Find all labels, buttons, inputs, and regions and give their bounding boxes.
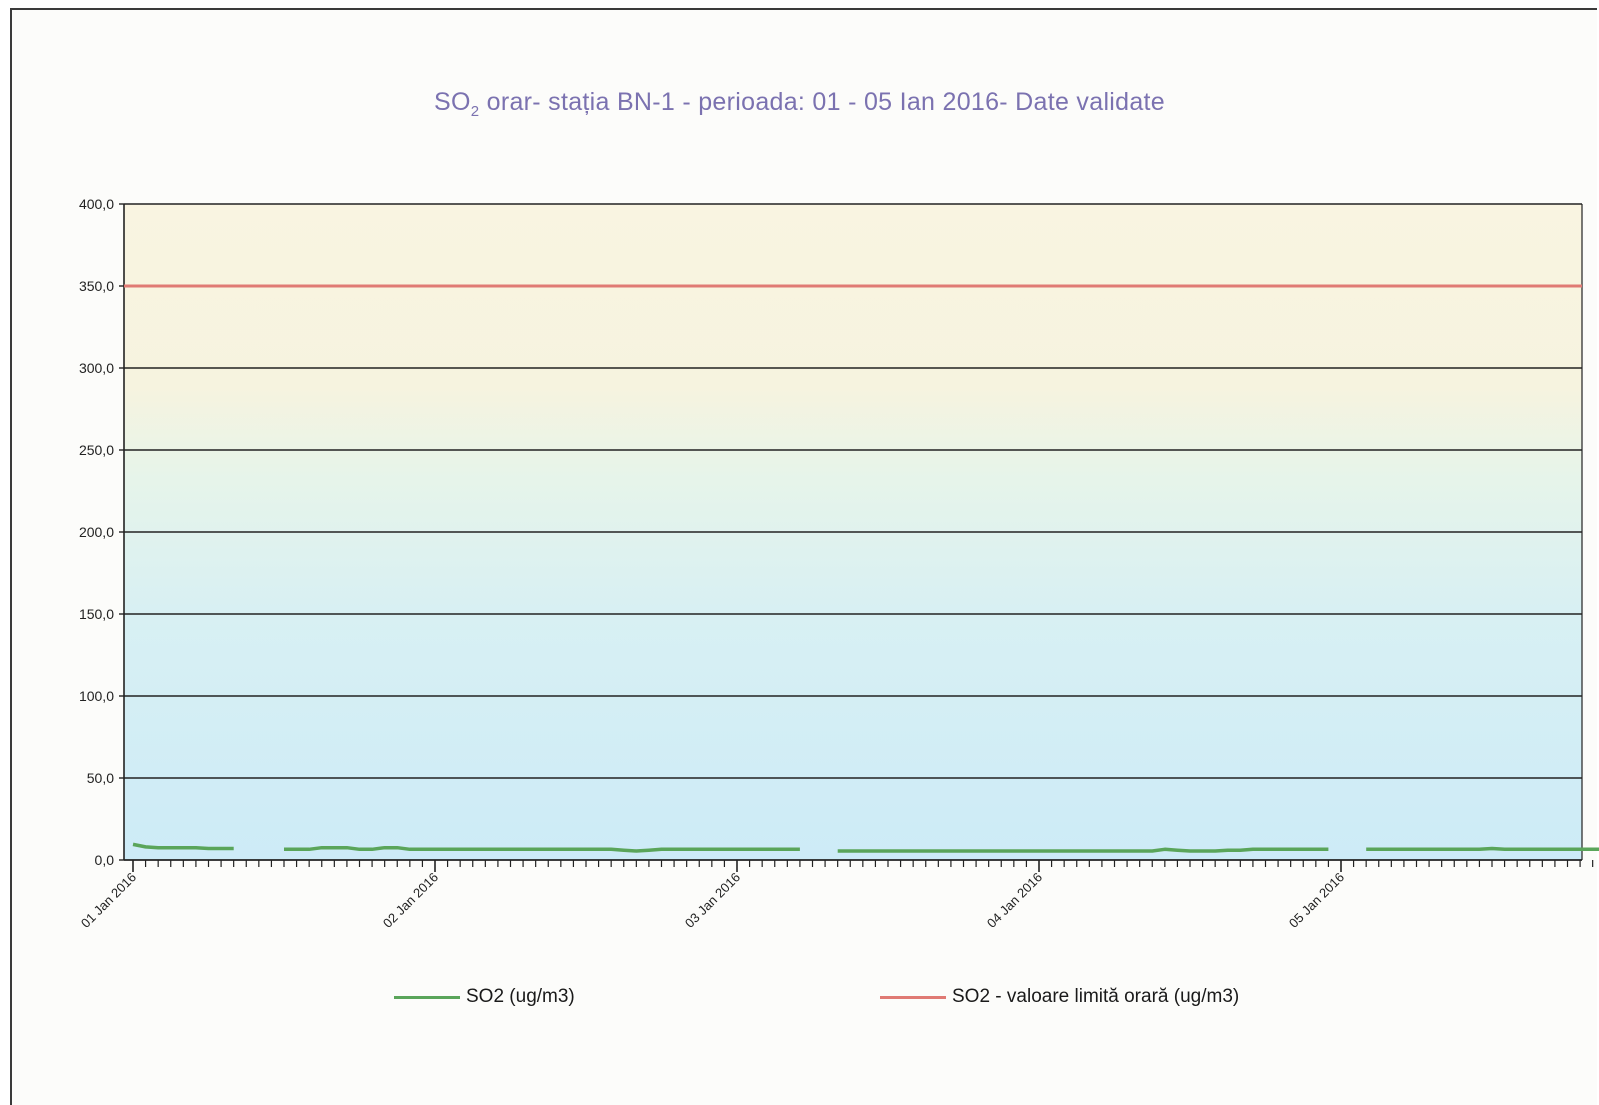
chart-title: SO2 orar- stația BN-1 - perioada: 01 - 0… [433,88,1166,120]
x-tick-label: 05 Jan 2016 [1286,870,1347,931]
y-tick-label: 200,0 [79,524,114,540]
legend-label-so2: SO2 (ug/m3) [466,986,575,1007]
y-tick-label: 300,0 [79,360,114,376]
series-line-so2 [132,842,234,851]
x-tick-label: 01 Jan 2016 [78,870,139,931]
y-tick-label: 50,0 [87,770,114,786]
series-line-so2 [1366,846,1599,852]
legend-swatch-so2 [394,995,460,999]
series-line-so2 [284,845,800,853]
y-tick-label: 150,0 [79,606,114,622]
y-tick-label: 250,0 [79,442,114,458]
legend-item-limit: SO2 - valoare limită orară (ug/m3) [880,986,1239,1008]
y-tick-label: 350,0 [79,278,114,294]
y-tick-label: 100,0 [79,688,114,704]
x-tick-label: 04 Jan 2016 [984,870,1045,931]
legend-label-limit: SO2 - valoare limită orară (ug/m3) [952,986,1240,1007]
y-tick-label: 0,0 [95,852,115,868]
x-tick-label: 03 Jan 2016 [682,870,743,931]
x-tick-label: 02 Jan 2016 [380,870,441,931]
chart-legend: SO2 (ug/m3) SO2 - valoare limită orară (… [0,986,1599,1016]
y-tick-label: 400,0 [79,196,114,212]
legend-swatch-limit [880,995,946,999]
legend-item-so2: SO2 (ug/m3) [394,986,575,1008]
series-line-so2 [837,847,1329,853]
